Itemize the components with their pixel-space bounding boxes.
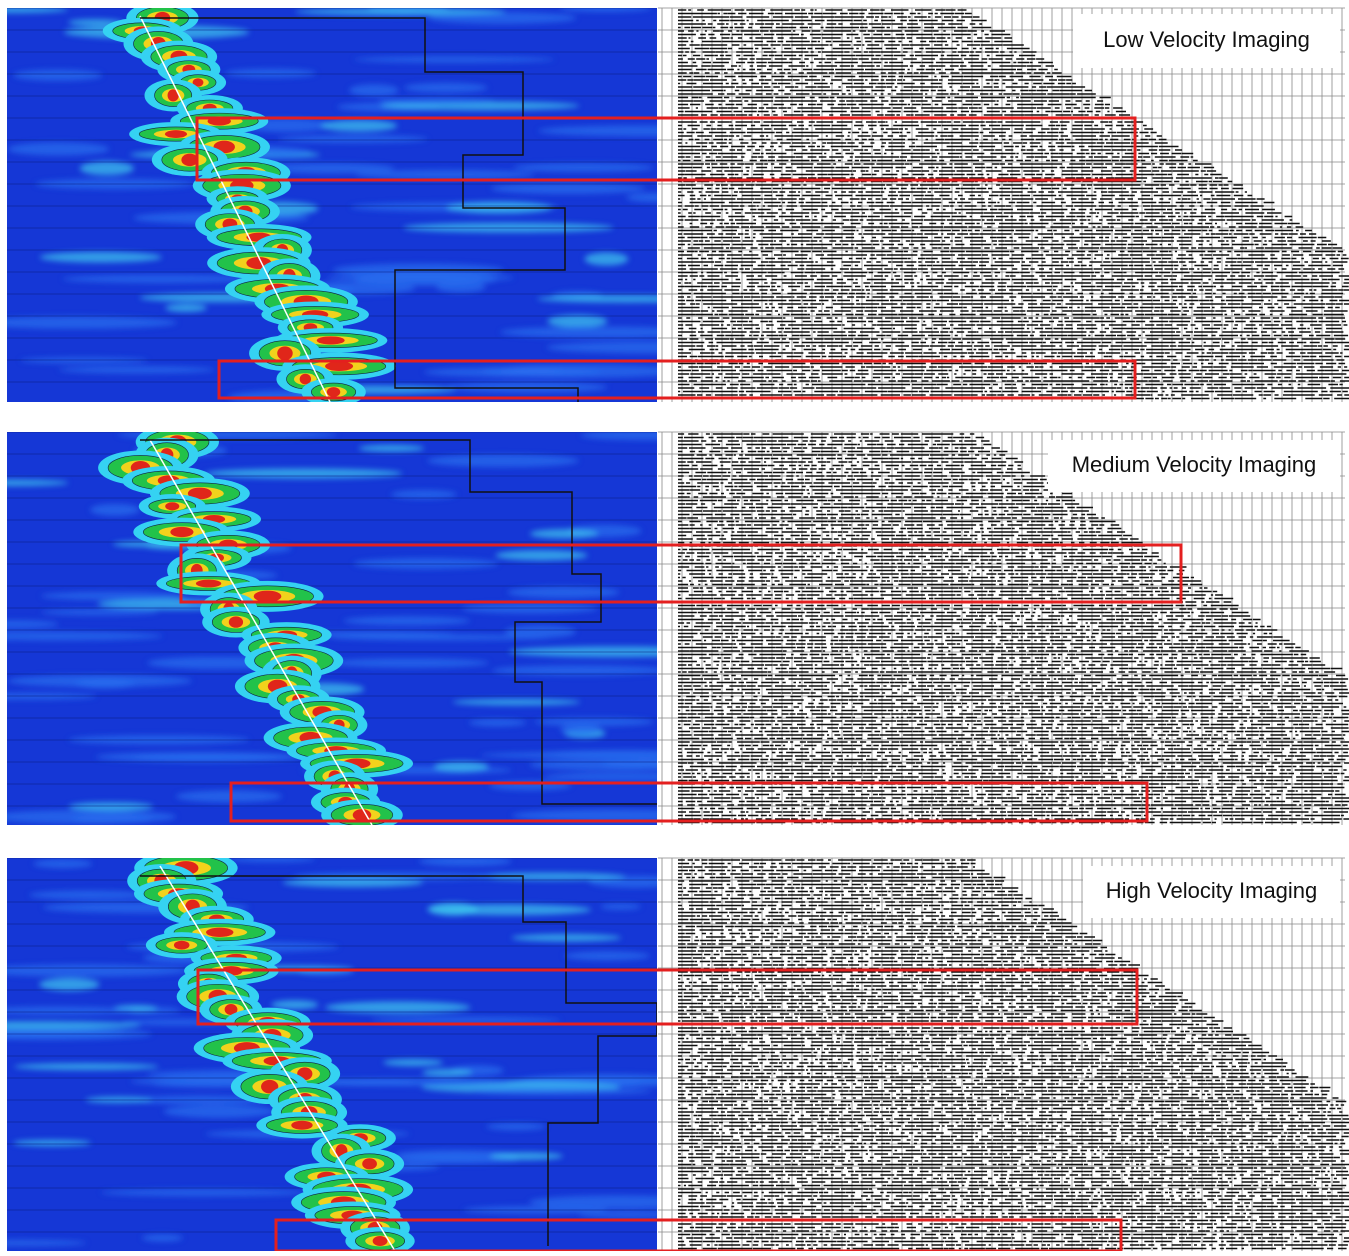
streak [372,1017,561,1023]
streak [277,135,428,143]
blob-red [254,591,282,603]
streak [453,699,581,706]
streak [495,550,587,560]
streak [491,183,645,194]
blob-red [317,336,345,344]
streak [59,366,215,373]
streak [354,56,555,62]
blob-red [170,527,193,537]
streak [271,1000,318,1009]
streak [424,367,602,376]
blob-red [277,346,293,360]
streak [80,161,134,175]
blob-red [373,1236,388,1246]
streak [428,902,478,915]
blob-red [327,387,340,397]
streak [295,8,505,16]
streak [534,718,654,727]
panel-label: High Velocity Imaging [1106,878,1318,903]
streak [434,761,489,771]
streak [132,754,300,761]
streak [33,859,92,868]
blob-red [362,1158,377,1169]
streak [448,382,607,393]
streak [470,1088,652,1095]
streak [353,558,498,569]
blob-red [165,502,179,510]
streak [564,951,650,960]
streak [13,1140,91,1146]
streak [600,903,641,909]
streak [547,315,607,328]
streak [377,98,494,105]
streak [41,609,158,615]
streak [225,69,316,78]
blob-red [174,941,189,950]
streak [69,802,154,811]
streak [427,454,579,467]
streak [584,252,628,265]
streak [513,163,654,172]
blob-red [206,928,233,937]
figure: Low Velocity Imaging Medium Velocity Imag… [0,0,1349,1251]
streak [142,1234,183,1241]
streak [101,1189,309,1196]
streak [29,891,149,900]
streak [39,978,99,991]
blob-red [325,361,353,371]
streak [176,790,282,802]
blob-red [196,580,221,588]
streak [13,70,102,81]
panel: High Velocity Imaging [0,851,1349,1251]
streak [486,1123,546,1130]
streak [321,120,397,132]
streak [507,587,619,598]
streak [349,84,398,96]
streak [283,878,423,887]
streak [227,856,315,862]
blob-red [291,1121,312,1130]
streak [419,856,512,866]
panel-label: Low Velocity Imaging [1103,27,1310,52]
streak [163,1105,275,1118]
blob-red [229,616,243,627]
streak [41,592,185,600]
streak [331,634,550,640]
streak [330,658,488,667]
streak [8,142,110,155]
streak [422,1069,472,1076]
streak [14,1063,159,1070]
page: Low Velocity Imaging Medium Velocity Imag… [0,0,1349,1251]
streak [75,679,135,689]
streak [205,468,402,478]
panel: Medium Velocity Imaging [0,425,1349,831]
streak [530,529,598,538]
streak [404,83,488,93]
streak [490,1152,563,1160]
streak [310,1078,510,1086]
panel: Low Velocity Imaging [0,2,1349,406]
blob-red [165,130,187,138]
streak [90,504,140,516]
streak [469,719,527,727]
streak [383,1059,443,1066]
streak [359,445,425,452]
streak [343,616,470,625]
panel-label: Medium Velocity Imaging [1072,452,1317,477]
streak [165,304,207,312]
streak [40,252,162,263]
